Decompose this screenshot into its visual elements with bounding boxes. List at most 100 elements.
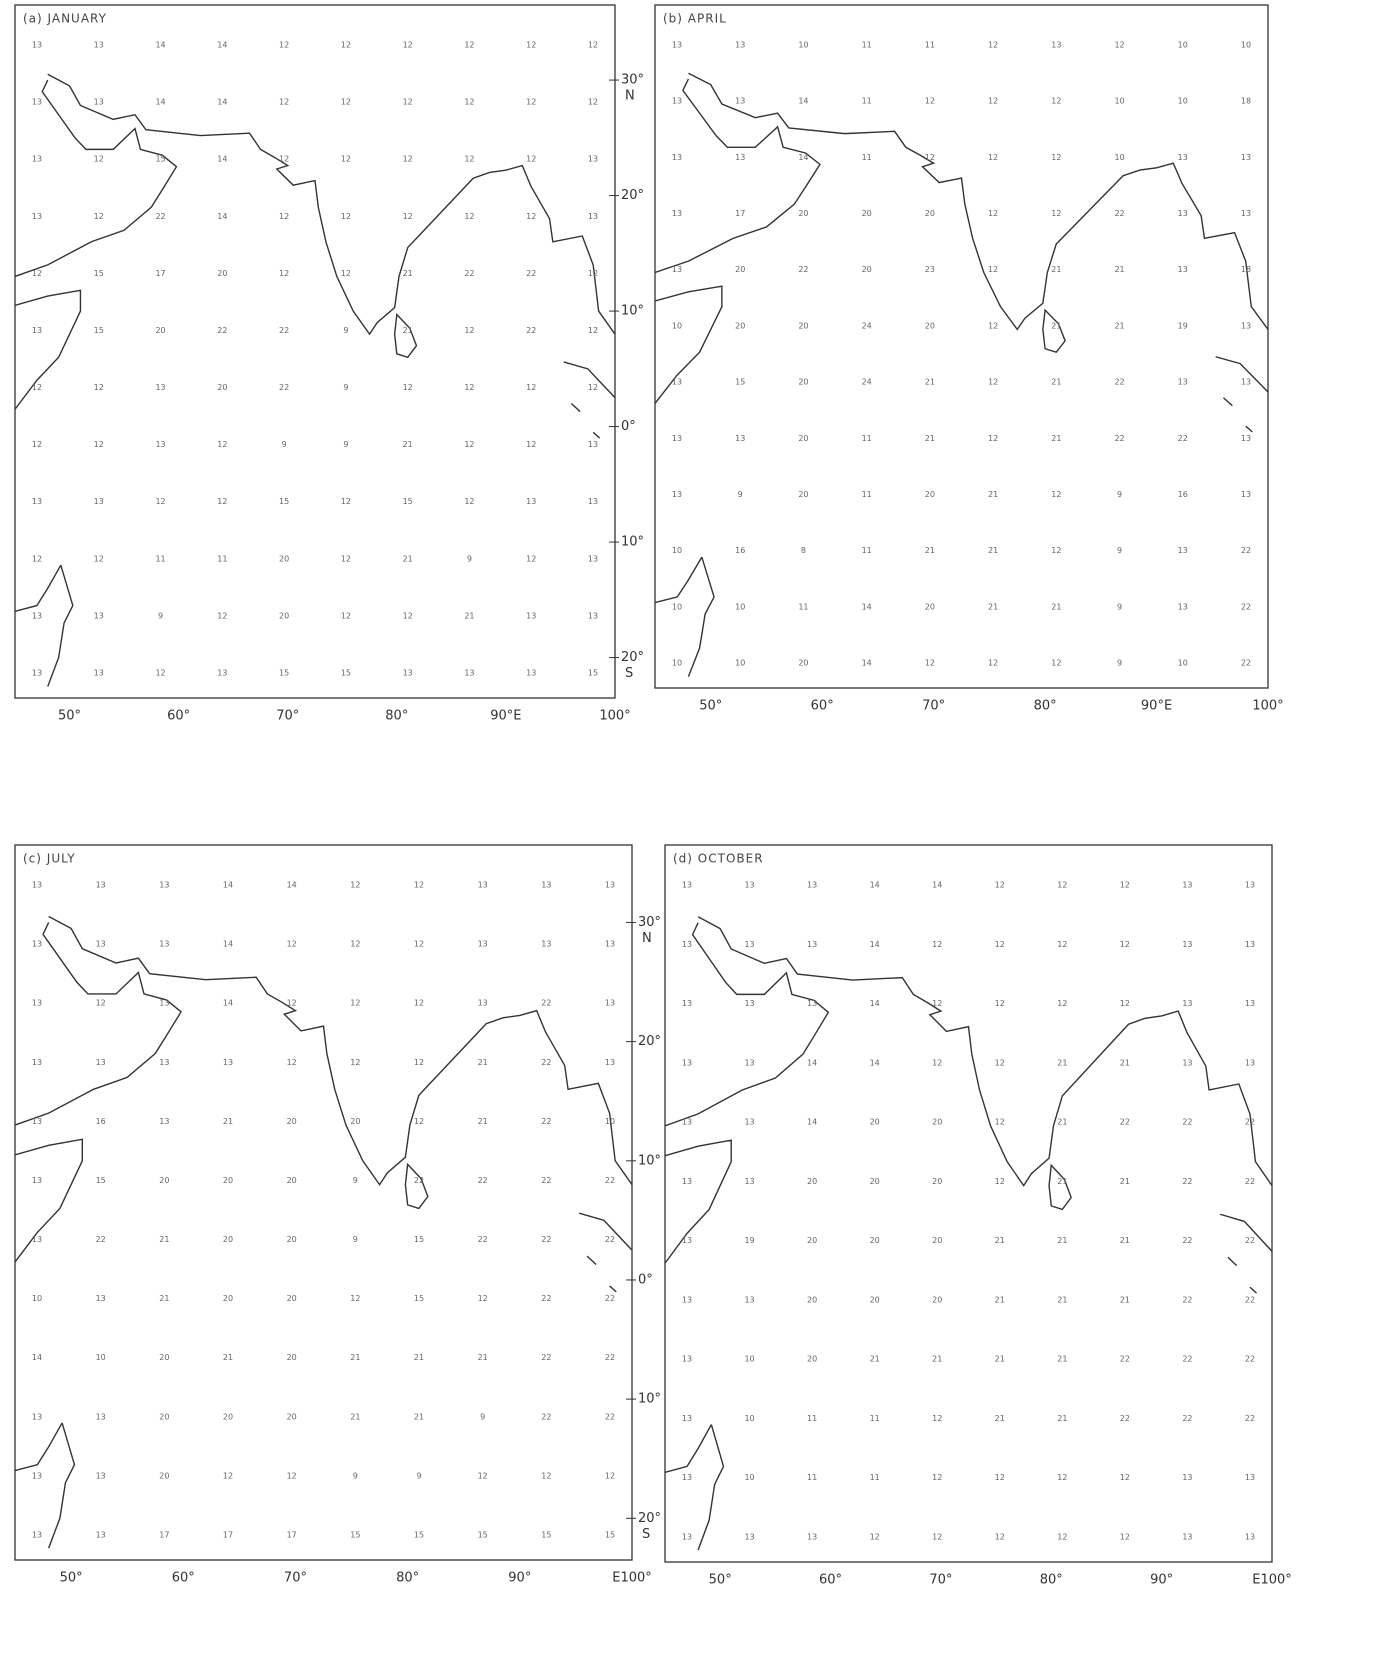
grid-value: 10 — [735, 659, 745, 668]
grid-value: 13 — [682, 1295, 692, 1304]
grid-value: 12 — [1057, 1533, 1067, 1542]
grid-value: 12 — [588, 98, 598, 107]
grid-value: 12 — [341, 554, 351, 563]
grid-value: 13 — [94, 669, 104, 678]
lon-label: 100° — [599, 709, 630, 724]
grid-value: 13 — [807, 881, 817, 890]
grid-value: 15 — [155, 155, 165, 164]
grid-value: 12 — [526, 383, 536, 392]
grid-value: 12 — [217, 497, 227, 506]
grid-value: 12 — [995, 1533, 1005, 1542]
grid-value: 13 — [682, 1355, 692, 1364]
grid-value: 13 — [32, 497, 42, 506]
grid-value: 13 — [478, 940, 488, 949]
coastline-group — [655, 73, 1268, 676]
lat-label: 20° — [621, 650, 644, 665]
grid-value: 13 — [94, 41, 104, 50]
hemisphere-label: S — [642, 1527, 650, 1542]
lat-label: 30° — [621, 73, 644, 88]
grid-value: 12 — [350, 940, 360, 949]
grid-value: 20 — [735, 321, 745, 330]
grid-value: 12 — [341, 41, 351, 50]
grid-value: 15 — [735, 378, 745, 387]
grid-value: 21 — [995, 1236, 1005, 1245]
grid-value: 14 — [223, 940, 233, 949]
grid-value: 20 — [798, 659, 808, 668]
grid-value: 20 — [870, 1295, 880, 1304]
lon-label: 80° — [1034, 699, 1057, 714]
grid-value: 12 — [932, 1533, 942, 1542]
grid-value: 13 — [588, 554, 598, 563]
grid-value: 22 — [1120, 1414, 1130, 1423]
grid-value: 9 — [467, 554, 472, 563]
grid-value: 22 — [1120, 1118, 1130, 1127]
grid-value: 9 — [343, 326, 348, 335]
lon-label: 50° — [699, 699, 722, 714]
grid-value: 12 — [870, 1533, 880, 1542]
grid-value: 11 — [870, 1473, 880, 1482]
grid-value: 20 — [159, 1412, 169, 1421]
grid-value: 13 — [96, 1531, 106, 1540]
grid-value: 13 — [32, 1058, 42, 1067]
grid-value: 12 — [588, 326, 598, 335]
grid-value: 9 — [416, 1471, 421, 1480]
grid-value: 20 — [862, 209, 872, 218]
grid-value: 11 — [862, 490, 872, 499]
grid-value: 13 — [32, 881, 42, 890]
grid-value: 21 — [925, 378, 935, 387]
grid-value: 13 — [32, 212, 42, 221]
grid-value: 21 — [1057, 1058, 1067, 1067]
grid-value: 11 — [807, 1473, 817, 1482]
grid-value: 22 — [605, 1235, 615, 1244]
map-panel: (b) APRIL 13 13 10 11 11 12 13 12 10 10 13 13 14 11 12 1… — [654, 4, 1284, 714]
grid-value: 12 — [1057, 940, 1067, 949]
grid-value: 20 — [798, 321, 808, 330]
grid-value: 10 — [1178, 97, 1188, 106]
grid-value: 12 — [1057, 999, 1067, 1008]
grid-value: 13 — [1241, 153, 1251, 162]
panel-frame — [14, 4, 616, 699]
coastline — [15, 74, 615, 686]
grid-value: 13 — [588, 440, 598, 449]
grid-value: 10 — [32, 1294, 42, 1303]
grid-value: 12 — [287, 999, 297, 1008]
grid-value: 13 — [32, 41, 42, 50]
grid-value: 12 — [925, 659, 935, 668]
grid-value: 15 — [605, 1531, 615, 1540]
grid-value: 13 — [32, 326, 42, 335]
grid-value: 21 — [1057, 1355, 1067, 1364]
lon-label: 90°E — [1141, 699, 1172, 714]
grid-value: 9 — [282, 440, 287, 449]
grid-value: 20 — [159, 1471, 169, 1480]
grid-value: 10 — [672, 321, 682, 330]
grid-value: 13 — [682, 1118, 692, 1127]
lon-label: 80° — [396, 1571, 419, 1586]
grid-value: 12 — [1120, 1473, 1130, 1482]
grid-value: 22 — [217, 326, 227, 335]
grid-value: 9 — [353, 1176, 358, 1185]
grid-value: 12 — [279, 269, 289, 278]
grid-value: 21 — [925, 546, 935, 555]
grid-value: 21 — [1057, 1414, 1067, 1423]
grid-value: 13 — [1182, 1473, 1192, 1482]
grid-value: 20 — [807, 1355, 817, 1364]
grid-value: 20 — [798, 490, 808, 499]
grid-value: 12 — [588, 383, 598, 392]
grid-value: 11 — [862, 41, 872, 50]
grid-value: 12 — [932, 940, 942, 949]
grid-value: 13 — [744, 881, 754, 890]
panel-frame — [654, 4, 1269, 689]
grid-value: 12 — [988, 434, 998, 443]
grid-value: 12 — [988, 659, 998, 668]
grid-value: 22 — [541, 999, 551, 1008]
grid-value: 12 — [94, 383, 104, 392]
grid-value: 21 — [1051, 434, 1061, 443]
grid-value: 12 — [464, 155, 474, 164]
grid-value: 22 — [1241, 659, 1251, 668]
grid-value: 14 — [223, 999, 233, 1008]
grid-value: 11 — [217, 554, 227, 563]
grid-value: 13 — [217, 669, 227, 678]
grid-value: 22 — [478, 1235, 488, 1244]
grid-value: 12 — [1051, 490, 1061, 499]
